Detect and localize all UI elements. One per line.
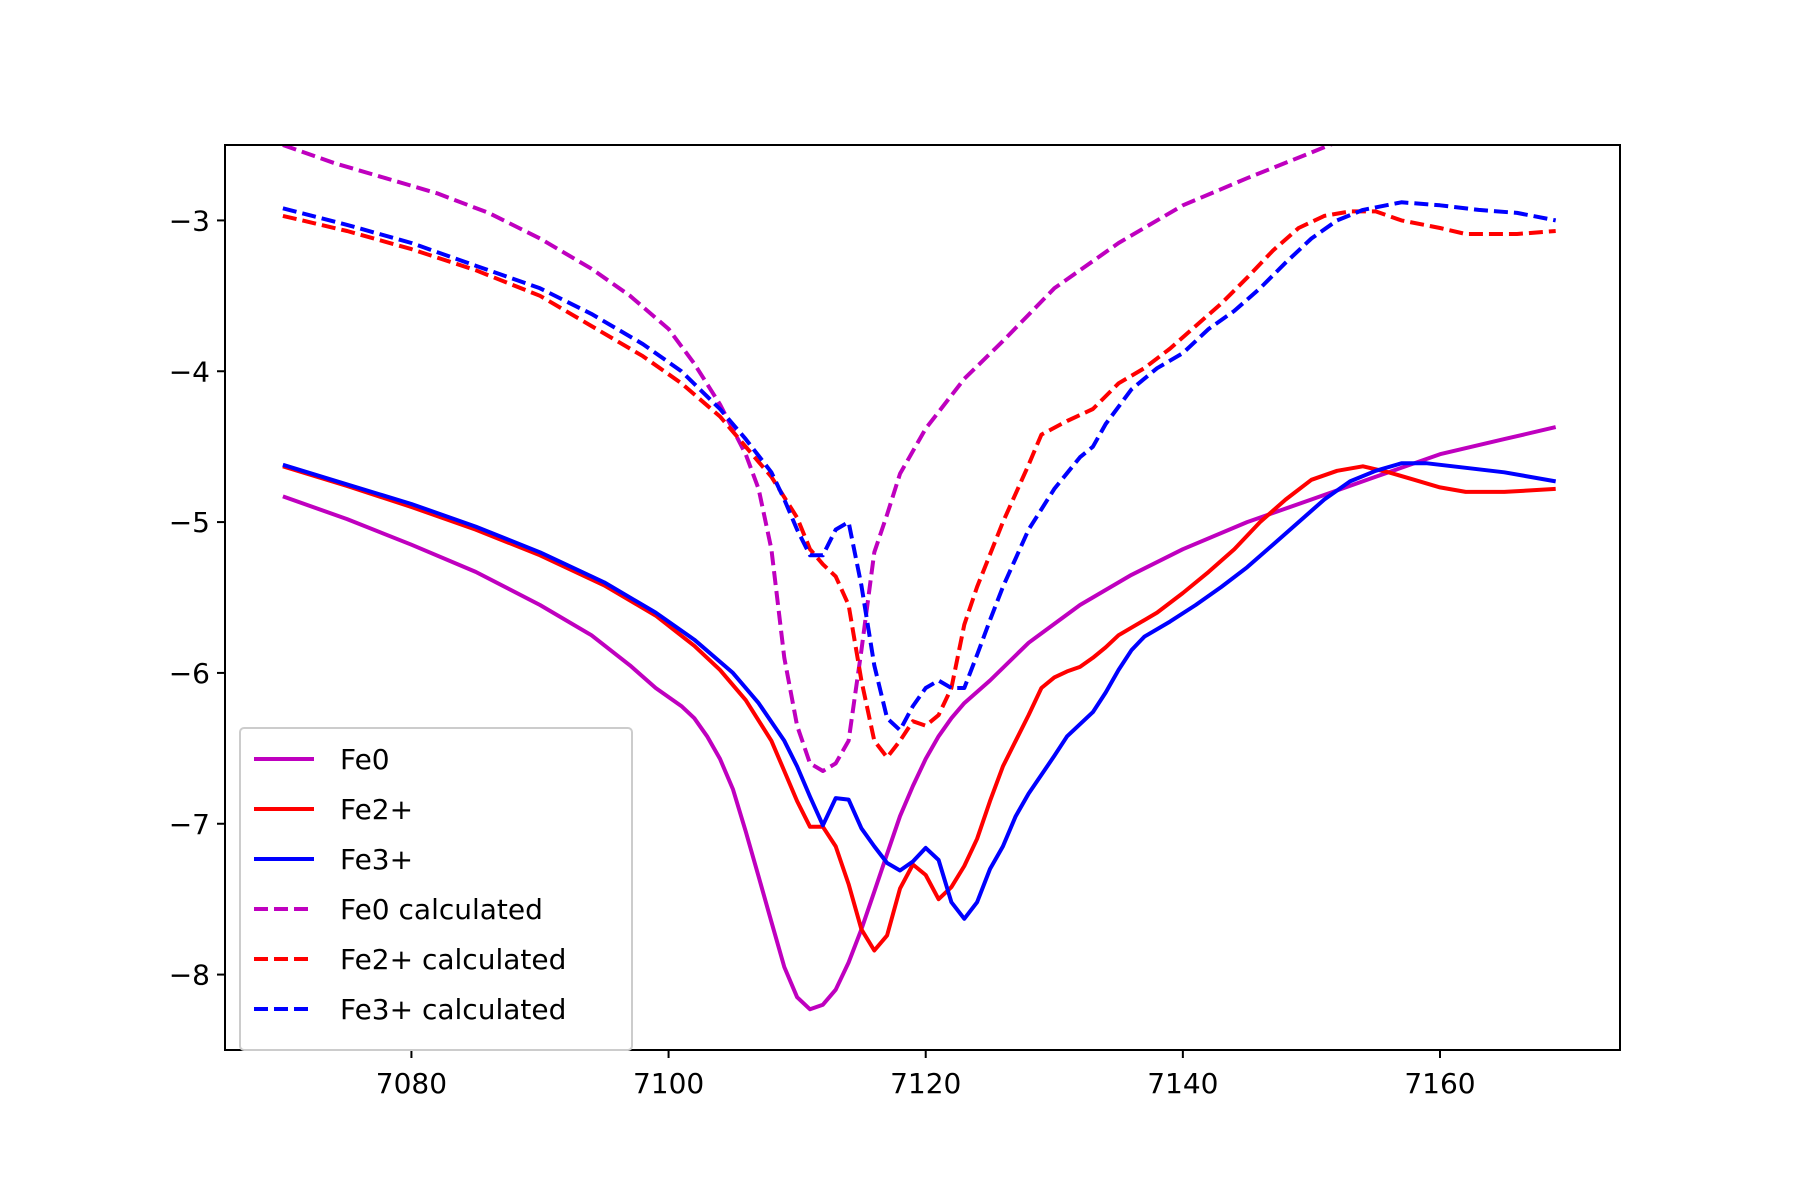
series-line-fe0-calculated xyxy=(282,145,1336,773)
series-line-fe2plus-calculated xyxy=(282,209,1556,760)
plot-frame xyxy=(224,144,1621,1051)
legend-label-fe3plus-calculated: Fe3+ calculated xyxy=(340,993,566,1026)
legend-box xyxy=(239,727,633,1051)
x-tick-label: 7140 xyxy=(1147,1067,1218,1100)
series-line-fe0 xyxy=(282,425,1557,1012)
legend-label-fe3plus: Fe3+ xyxy=(340,843,413,876)
x-axis: 7080 7100 7120 7140 7160 xyxy=(376,1050,1476,1100)
y-tick-label: −3 xyxy=(169,204,210,237)
y-tick-label: −4 xyxy=(169,355,210,388)
legend-label-fe2plus: Fe2+ xyxy=(340,793,413,826)
x-tick-label: 7100 xyxy=(633,1067,704,1100)
y-tick-label: −8 xyxy=(169,959,210,992)
legend-label-fe0-calculated: Fe0 calculated xyxy=(340,893,543,926)
y-tick-label: −7 xyxy=(169,808,210,841)
x-tick-label: 7160 xyxy=(1404,1067,1475,1100)
y-tick-label: −5 xyxy=(169,506,210,539)
x-tick-label: 7120 xyxy=(890,1067,961,1100)
x-tick-label: 7080 xyxy=(376,1067,447,1100)
series-layer xyxy=(282,145,1557,1012)
series-line-fe3plus xyxy=(282,461,1557,921)
legend-label-fe0: Fe0 xyxy=(340,743,390,776)
y-axis: −8 −7 −6 −5 −4 −3 xyxy=(169,204,225,992)
y-tick-label: −6 xyxy=(169,657,210,690)
series-line-fe3plus-calculated xyxy=(282,200,1557,733)
legend-label-fe2plus-calculated: Fe2+ calculated xyxy=(340,943,566,976)
legend: Fe0 Fe2+ Fe3+ Fe0 calculated Fe2+ calculated… xyxy=(239,727,633,1051)
series-line-fe2plus xyxy=(282,464,1556,953)
